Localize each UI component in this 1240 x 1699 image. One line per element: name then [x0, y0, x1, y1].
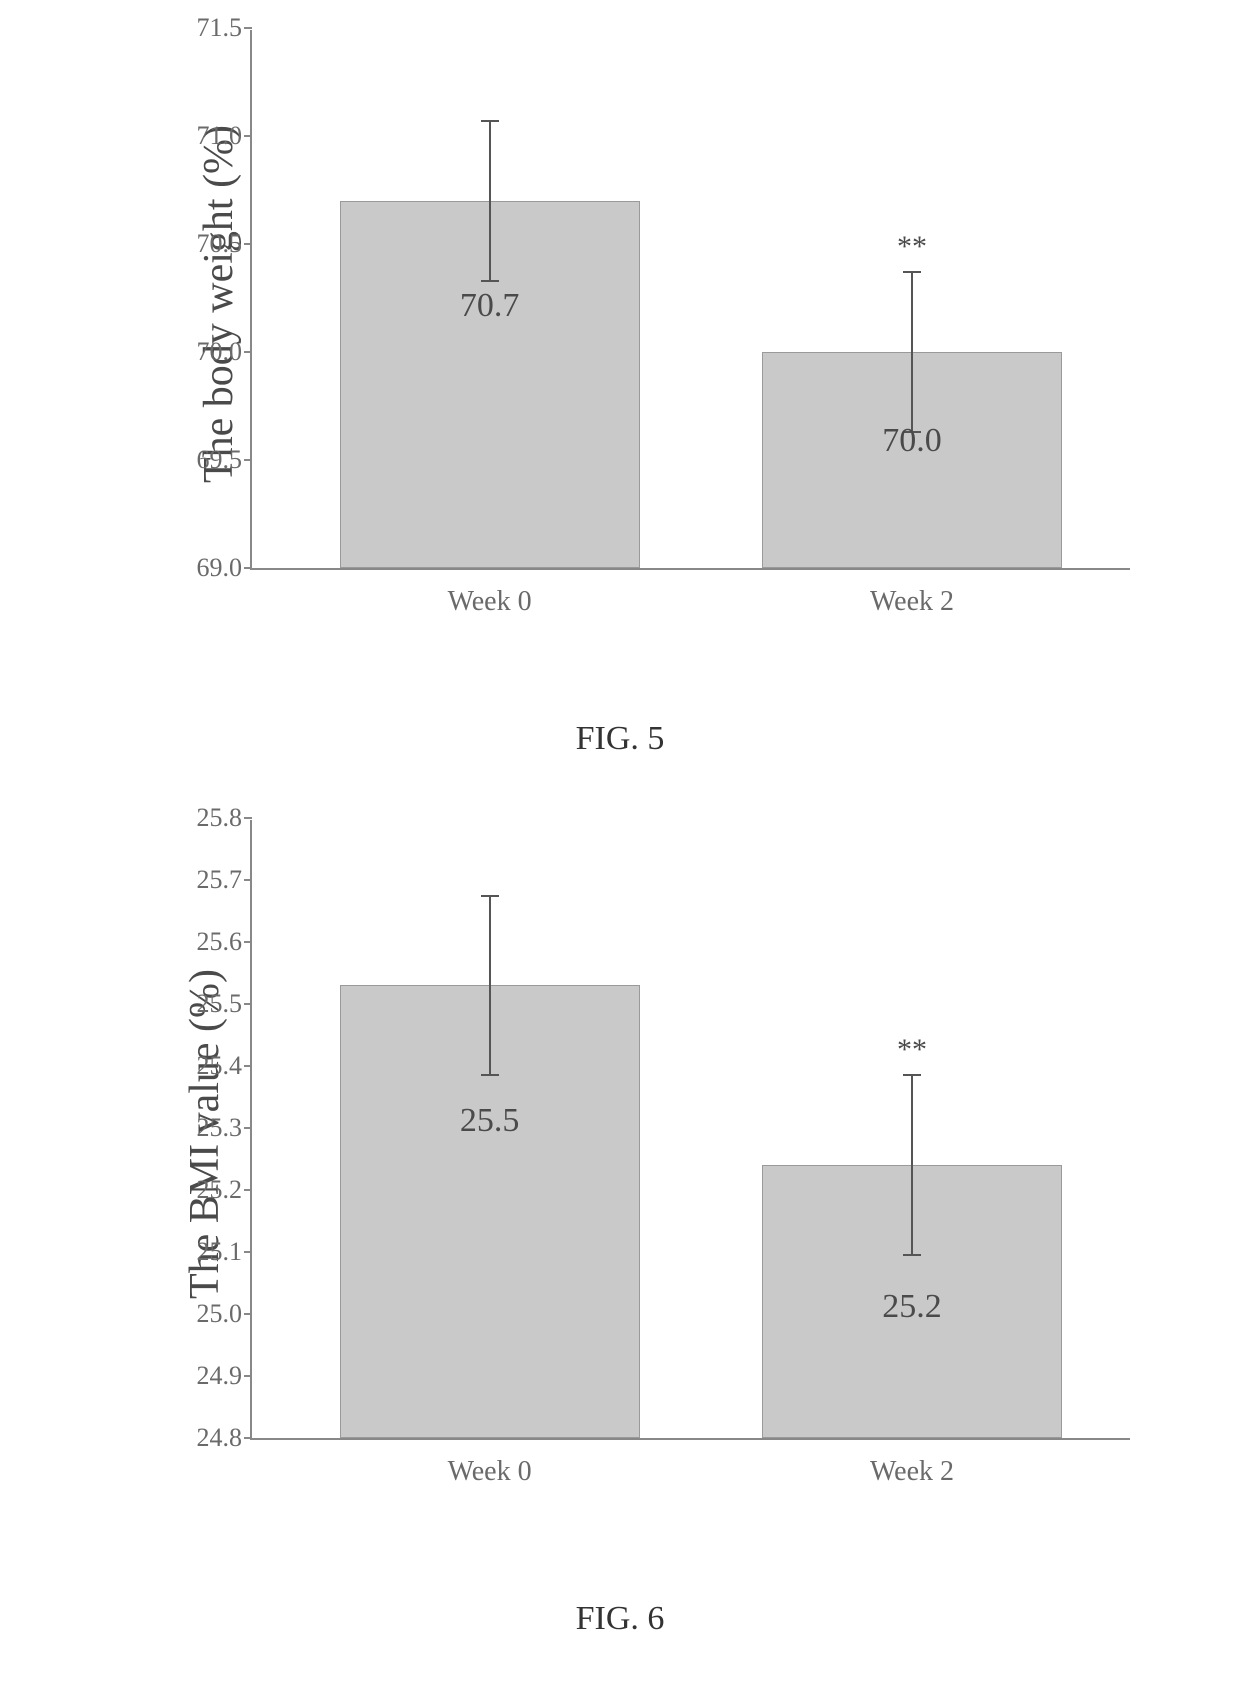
error-bar-cap-bottom [903, 1254, 921, 1256]
plot-area: 24.824.925.025.125.225.325.425.525.625.7… [250, 820, 1130, 1440]
error-bar-cap-bottom [481, 280, 499, 282]
x-tick-label: Week 2 [792, 568, 1032, 618]
y-tick-mark [244, 567, 252, 569]
figure-caption: FIG. 5 [0, 720, 1240, 758]
y-tick-mark [244, 879, 252, 881]
significance-mark: ** [882, 1033, 942, 1067]
y-tick-mark [244, 1127, 252, 1129]
figure-block-1: The BMI value (%)24.824.925.025.125.225.… [0, 810, 1240, 1670]
error-bar-cap-top [481, 120, 499, 122]
y-tick-mark [244, 1437, 252, 1439]
error-bar-cap-top [903, 271, 921, 273]
y-tick-mark [244, 941, 252, 943]
error-bar-cap-top [903, 1074, 921, 1076]
y-axis-label: The body weight (%) [195, 125, 243, 483]
y-tick-mark [244, 1003, 252, 1005]
x-tick-label: Week 2 [792, 1438, 1032, 1488]
error-bar-line [489, 896, 491, 1076]
y-tick-mark [244, 817, 252, 819]
x-tick-label: Week 0 [370, 568, 610, 618]
y-tick-mark [244, 135, 252, 137]
y-tick-mark [244, 27, 252, 29]
y-tick-mark [244, 351, 252, 353]
error-bar-line [911, 1075, 913, 1255]
bar-value-label: 70.7 [340, 287, 640, 325]
bar-value-label: 70.0 [762, 422, 1062, 460]
y-tick-mark [244, 459, 252, 461]
y-tick-mark [244, 1375, 252, 1377]
y-tick-mark [244, 1189, 252, 1191]
figure-block-0: The body weight (%)69.069.570.070.571.07… [0, 20, 1240, 780]
y-tick-mark [244, 1065, 252, 1067]
y-tick-mark [244, 1313, 252, 1315]
error-bar-line [911, 272, 913, 432]
figure-caption: FIG. 6 [0, 1600, 1240, 1638]
bar-value-label: 25.5 [340, 1102, 640, 1140]
error-bar-line [489, 121, 491, 281]
x-tick-label: Week 0 [370, 1438, 610, 1488]
page: The body weight (%)69.069.570.070.571.07… [0, 0, 1240, 1699]
plot-area: 69.069.570.070.571.071.570.7Week 070.0**… [250, 30, 1130, 570]
y-tick-mark [244, 243, 252, 245]
error-bar-cap-top [481, 895, 499, 897]
y-tick-mark [244, 1251, 252, 1253]
significance-mark: ** [882, 230, 942, 264]
error-bar-cap-bottom [481, 1074, 499, 1076]
bar-value-label: 25.2 [762, 1288, 1062, 1326]
